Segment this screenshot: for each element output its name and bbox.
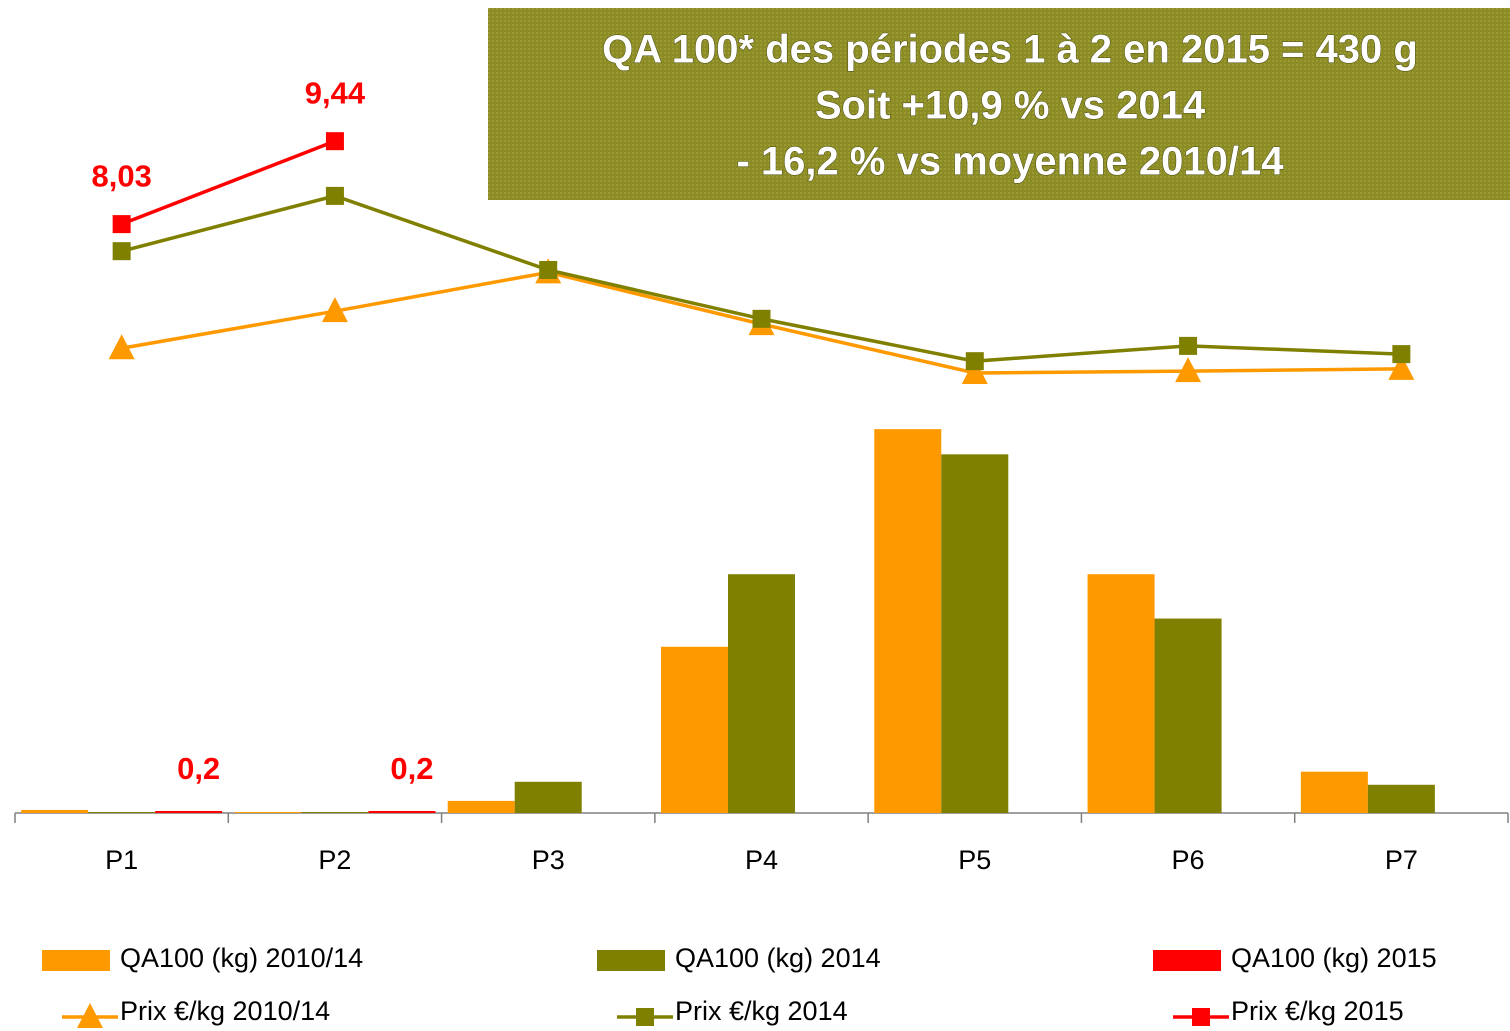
bar [1300, 771, 1368, 813]
marker [325, 132, 344, 151]
x-tick-label: P1 [105, 845, 138, 875]
legend-swatch [1153, 950, 1221, 971]
bar [155, 810, 223, 813]
annotation: QA 100* des périodes 1 à 2 en 2015 = 430… [602, 28, 1418, 72]
marker [1392, 345, 1411, 364]
marker [112, 242, 131, 261]
legend-label: QA100 (kg) 2015 [1231, 943, 1437, 973]
marker [961, 358, 988, 384]
data-label: 0,2 [390, 751, 433, 786]
legend-item: Prix €/kg 2014 [617, 996, 848, 1026]
bar [1087, 574, 1155, 813]
legend-label: Prix €/kg 2010/14 [120, 996, 330, 1026]
bar [874, 429, 942, 813]
marker [1175, 357, 1202, 383]
line [121, 194, 1402, 363]
x-tick-label: P3 [532, 845, 565, 875]
bar [447, 800, 515, 813]
legend-marker [77, 1003, 103, 1028]
x-tick-label: P2 [318, 845, 351, 875]
legend-label: QA100 (kg) 2010/14 [120, 943, 363, 973]
legend-marker [636, 1008, 654, 1026]
bar [1367, 784, 1435, 813]
annotation-box [488, 8, 1510, 200]
bar [301, 811, 369, 813]
annotation: Soit +10,9 % vs 2014 [815, 84, 1206, 128]
x-tick-label: P7 [1385, 845, 1418, 875]
marker [108, 334, 135, 360]
bar [368, 810, 436, 813]
legend-item: QA100 (kg) 2014 [597, 943, 881, 973]
legend-marker [1192, 1008, 1210, 1026]
marker [1388, 354, 1415, 380]
line [121, 139, 336, 226]
bar [88, 811, 156, 813]
marker [321, 297, 348, 323]
legend-item: QA100 (kg) 2010/14 [42, 943, 363, 973]
bar [21, 809, 89, 813]
marker [325, 186, 344, 205]
x-tick-label: P4 [745, 845, 778, 875]
bar [661, 646, 728, 813]
marker [539, 261, 558, 279]
bar [941, 454, 1009, 813]
data-label: 8,03 [91, 158, 151, 193]
legend-item: Prix €/kg 2010/14 [62, 996, 330, 1028]
legend-label: Prix €/kg 2014 [675, 996, 848, 1026]
marker [752, 309, 771, 328]
legend-item: Prix €/kg 2015 [1173, 996, 1404, 1026]
data-label: 0,2 [177, 751, 220, 786]
x-tick-label: P5 [958, 845, 991, 875]
x-tick-label: P6 [1172, 845, 1205, 875]
legend-swatch [597, 950, 665, 971]
legend-label: QA100 (kg) 2014 [675, 943, 881, 973]
annotation: - 16,2 % vs moyenne 2010/14 [737, 140, 1285, 184]
bar [728, 574, 795, 813]
bar [514, 781, 582, 813]
marker [112, 215, 131, 234]
marker [965, 352, 984, 371]
marker [1179, 336, 1198, 355]
data-label: 9,44 [305, 75, 366, 110]
bar [1154, 618, 1222, 813]
legend-item: QA100 (kg) 2015 [1153, 943, 1437, 973]
legend-swatch [42, 950, 110, 971]
bar [234, 811, 302, 813]
legend-label: Prix €/kg 2015 [1231, 996, 1404, 1026]
